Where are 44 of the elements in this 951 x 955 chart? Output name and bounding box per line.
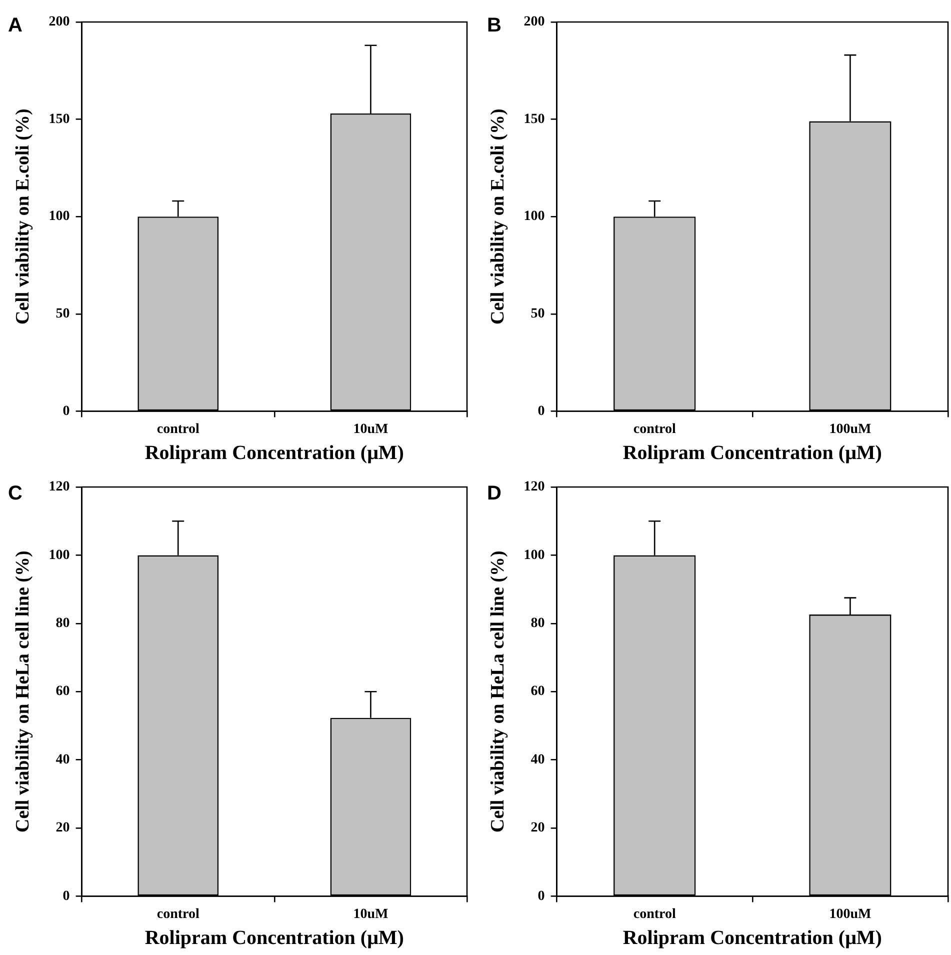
x-tick-label: 10uM <box>353 422 388 438</box>
y-tick-label: 40 <box>530 752 545 768</box>
x-axis-title: Rolipram Concentration (μM) <box>144 442 404 464</box>
y-tick-label: 0 <box>538 404 545 419</box>
x-axis-title: Rolipram Concentration (μM) <box>622 927 882 950</box>
y-tick-label: 60 <box>56 684 70 700</box>
y-tick-label: 100 <box>524 209 545 224</box>
x-tick-label: control <box>633 422 676 438</box>
x-tick-label: 10uM <box>353 907 388 922</box>
y-tick-label: 50 <box>56 306 70 322</box>
y-axis-title: Cell viability on HeLa cell line (%) <box>487 550 508 833</box>
chart-title: A <box>8 14 22 37</box>
y-tick-label: 100 <box>524 548 545 563</box>
y-tick-label: 150 <box>48 112 70 127</box>
x-tick-label: 100uM <box>829 422 872 438</box>
y-tick-label: 20 <box>56 820 70 836</box>
x-axis-title: Rolipram Concentration (μM) <box>144 927 404 950</box>
y-tick-label: 100 <box>48 548 70 563</box>
chart-title: D <box>487 482 502 505</box>
y-axis-title: Cell viability on E.coli (%) <box>12 108 34 325</box>
y-tick-label: 100 <box>48 209 70 224</box>
y-tick-label: 200 <box>524 14 545 30</box>
x-tick-label: control <box>633 907 676 922</box>
y-tick-label: 0 <box>538 888 545 904</box>
y-axis-title: Cell viability on E.coli (%) <box>487 108 508 325</box>
y-tick-label: 120 <box>524 480 545 495</box>
x-tick-label: 100uM <box>829 907 872 922</box>
y-tick-label: 200 <box>48 14 70 30</box>
y-axis-title: Cell viability on HeLa cell line (%) <box>12 550 34 833</box>
y-tick-label: 0 <box>62 404 70 419</box>
chart-title: B <box>487 14 502 37</box>
y-tick-label: 60 <box>530 684 545 700</box>
y-tick-label: 80 <box>530 616 545 632</box>
y-tick-label: 80 <box>56 616 70 632</box>
y-tick-label: 50 <box>530 306 545 322</box>
x-tick-label: control <box>156 422 200 438</box>
y-tick-label: 120 <box>48 480 70 495</box>
y-tick-label: 0 <box>62 888 70 904</box>
x-axis-title: Rolipram Concentration (μM) <box>622 442 882 464</box>
y-tick-label: 150 <box>524 112 545 127</box>
chart-title: C <box>8 482 22 505</box>
x-tick-label: control <box>156 907 200 922</box>
y-tick-label: 20 <box>530 820 545 836</box>
y-tick-label: 40 <box>56 752 70 768</box>
